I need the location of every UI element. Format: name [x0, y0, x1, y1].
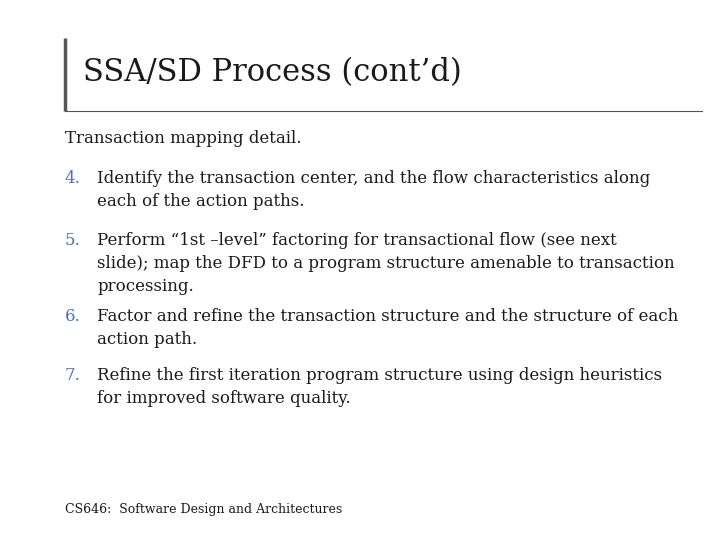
Text: Factor and refine the transaction structure and the structure of each
action pat: Factor and refine the transaction struct…	[97, 308, 678, 348]
Text: 6.: 6.	[65, 308, 81, 325]
Text: SSA/SD Process (cont’d): SSA/SD Process (cont’d)	[83, 57, 462, 89]
Text: 7.: 7.	[65, 367, 81, 384]
Text: CS646:  Software Design and Architectures: CS646: Software Design and Architectures	[65, 503, 342, 516]
Text: Refine the first iteration program structure using design heuristics
for improve: Refine the first iteration program struc…	[97, 367, 662, 407]
Text: Perform “1st –level” factoring for transactional flow (see next
slide); map the : Perform “1st –level” factoring for trans…	[97, 232, 675, 295]
Text: 4.: 4.	[65, 170, 81, 187]
Text: Identify the transaction center, and the flow characteristics along
each of the : Identify the transaction center, and the…	[97, 170, 650, 210]
Text: Transaction mapping detail.: Transaction mapping detail.	[65, 130, 301, 146]
Text: 5.: 5.	[65, 232, 81, 249]
